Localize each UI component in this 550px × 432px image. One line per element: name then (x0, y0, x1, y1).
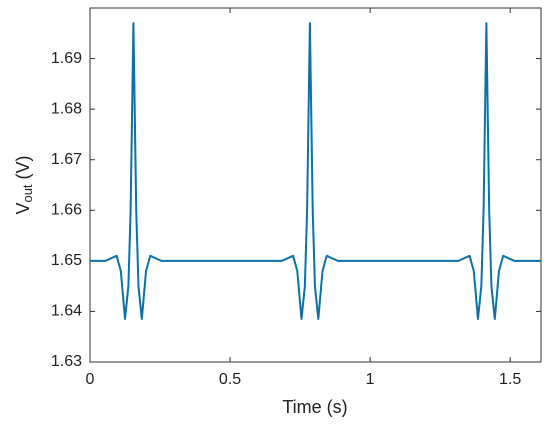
y-label-sub: out (20, 184, 35, 202)
data-line (90, 22, 541, 321)
x-tick-label: 0.5 (219, 371, 241, 388)
y-tick-label: 1.67 (51, 151, 82, 168)
x-tick-label: 1 (366, 371, 375, 388)
plot-frame (89, 7, 542, 363)
y-tick-label: 1.68 (51, 100, 82, 117)
x-tick-label: 1.5 (499, 371, 521, 388)
x-axis-label: Time (s) (282, 397, 347, 417)
y-label-main: V (13, 203, 33, 215)
y-tick-label: 1.66 (51, 202, 82, 219)
y-tick-label: 1.63 (51, 353, 82, 370)
y-tick-label: 1.69 (51, 50, 82, 67)
y-label-unit: (V) (13, 155, 33, 179)
y-tick-label: 1.64 (51, 303, 82, 320)
y-tick-label: 1.65 (51, 252, 82, 269)
x-tick-label: 0 (86, 371, 95, 388)
y-axis-label: Vout (V) (13, 155, 36, 214)
